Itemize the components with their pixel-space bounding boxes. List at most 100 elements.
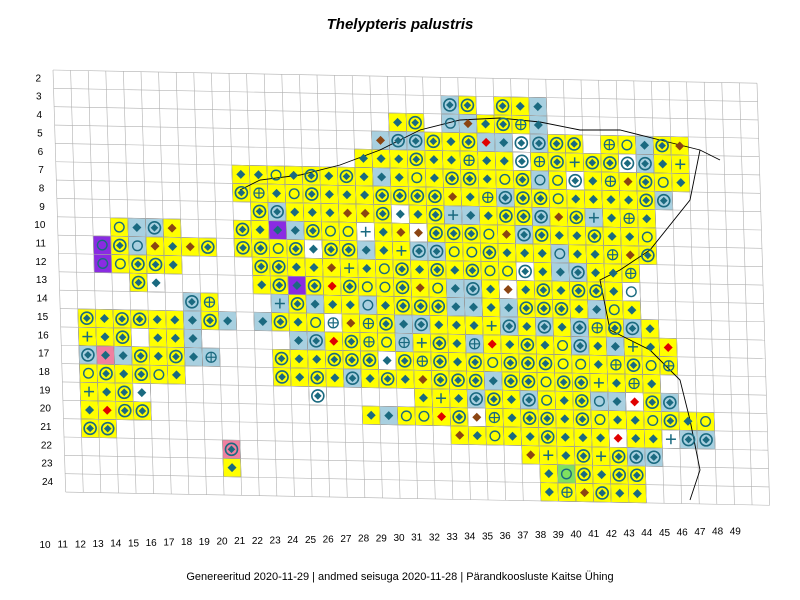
grid-line <box>105 70 119 494</box>
filled-diamond-symbol <box>343 208 353 218</box>
filled-diamond-symbol <box>346 318 356 328</box>
open-circle-symbol <box>594 414 606 426</box>
y-axis-label: 23 <box>41 459 53 470</box>
circled-diamond-symbol <box>414 317 429 332</box>
circle-cross-symbol <box>463 154 475 166</box>
circled-diamond-symbol <box>522 411 537 426</box>
circled-diamond-symbol <box>431 299 446 314</box>
circled-diamond-symbol <box>515 172 530 187</box>
open-circle-symbol <box>378 263 390 275</box>
circled-diamond-symbol <box>397 354 412 368</box>
filled-diamond-symbol <box>611 378 621 388</box>
circled-diamond-symbol <box>521 356 535 370</box>
filled-diamond-symbol <box>137 388 147 398</box>
open-circle-symbol <box>114 258 126 270</box>
plus-symbol <box>675 159 686 170</box>
open-circle-symbol <box>113 221 125 233</box>
x-axis-label: 30 <box>393 533 405 544</box>
filled-diamond-symbol <box>413 228 423 238</box>
circled-diamond-symbol <box>307 279 322 293</box>
y-axis-label: 2 <box>35 73 41 84</box>
circle-cross-symbol <box>603 138 615 151</box>
filled-diamond-symbol <box>591 268 601 278</box>
filled-diamond-symbol <box>312 354 322 364</box>
circled-diamond-symbol <box>134 367 149 382</box>
circled-diamond-symbol <box>571 265 585 280</box>
open-circle-symbol <box>483 228 495 240</box>
filled-diamond-symbol <box>481 119 491 129</box>
filled-diamond-symbol <box>189 352 199 362</box>
filled-diamond-symbol <box>223 316 233 326</box>
circled-diamond-symbol <box>612 468 627 482</box>
circle-cross-symbol <box>363 336 375 348</box>
circled-diamond-symbol <box>409 152 424 167</box>
filled-diamond-symbol <box>400 374 410 384</box>
filled-diamond-symbol <box>608 268 618 278</box>
open-circle-symbol <box>502 265 514 277</box>
circled-diamond-symbol <box>645 395 660 409</box>
open-circle-symbol <box>310 317 322 329</box>
grid-cell <box>590 409 610 430</box>
filled-diamond-symbol <box>607 231 617 241</box>
x-axis-label: 18 <box>181 537 193 548</box>
x-axis-label: 32 <box>429 532 441 543</box>
x-axis-label: 36 <box>500 531 512 542</box>
filled-diamond-symbol <box>472 412 482 422</box>
open-circle-symbol <box>575 358 587 370</box>
grid-cell <box>375 277 395 297</box>
filled-diamond-symbol <box>537 248 547 258</box>
filled-diamond-symbol <box>102 387 112 397</box>
filled-diamond-symbol <box>483 211 493 221</box>
y-axis-label: 5 <box>37 128 43 139</box>
filled-diamond-symbol <box>630 397 640 407</box>
filled-diamond-symbol <box>151 278 161 288</box>
plus-symbol <box>274 298 285 309</box>
filled-diamond-symbol <box>272 188 282 198</box>
grid-cell <box>397 406 416 426</box>
x-axis-label: 46 <box>677 527 689 538</box>
filled-diamond-symbol <box>418 393 428 403</box>
y-axis-label: 14 <box>36 294 48 305</box>
grid-line <box>351 75 366 498</box>
grid-cell <box>553 354 573 374</box>
filled-diamond-symbol <box>308 244 318 254</box>
filled-diamond-symbol <box>187 315 197 325</box>
filled-diamond-symbol <box>327 281 337 291</box>
open-circle-symbol <box>484 265 496 277</box>
filled-diamond-symbol <box>466 210 476 220</box>
open-circle-symbol <box>487 357 499 369</box>
filled-diamond-symbol <box>452 339 462 349</box>
filled-diamond-symbol <box>623 177 633 187</box>
circled-diamond-symbol <box>304 168 319 183</box>
circled-diamond-symbol <box>379 317 393 331</box>
grid-line <box>334 75 348 498</box>
circled-diamond-symbol <box>462 171 477 186</box>
filled-diamond-symbol <box>324 189 334 199</box>
grid-line <box>457 77 471 500</box>
filled-diamond-symbol <box>574 304 584 314</box>
grid-line <box>404 76 418 499</box>
filled-diamond-symbol <box>612 397 622 407</box>
filled-diamond-symbol <box>451 320 461 330</box>
filled-diamond-symbol <box>609 286 619 296</box>
filled-diamond-symbol <box>506 395 516 405</box>
filled-diamond-symbol <box>560 432 570 442</box>
x-axis-label: 12 <box>75 539 87 550</box>
filled-diamond-symbol <box>328 299 338 309</box>
circle-cross-symbol <box>362 317 375 330</box>
y-axis-label: 20 <box>40 404 52 415</box>
filled-diamond-symbol <box>382 356 392 366</box>
filled-diamond-symbol <box>360 208 370 218</box>
y-axis-label: 11 <box>36 239 47 250</box>
filled-diamond-symbol <box>560 414 570 424</box>
grid-line <box>228 73 242 496</box>
filled-diamond-symbol <box>472 431 482 441</box>
open-circle-symbol <box>647 415 659 427</box>
grid-line <box>475 77 489 500</box>
plus-symbol <box>596 451 607 462</box>
circled-diamond-symbol <box>520 338 535 352</box>
circled-diamond-symbol <box>131 257 145 271</box>
circle-cross-symbol <box>488 411 501 424</box>
circle-cross-symbol <box>533 156 546 168</box>
circled-diamond-symbol <box>270 204 284 219</box>
